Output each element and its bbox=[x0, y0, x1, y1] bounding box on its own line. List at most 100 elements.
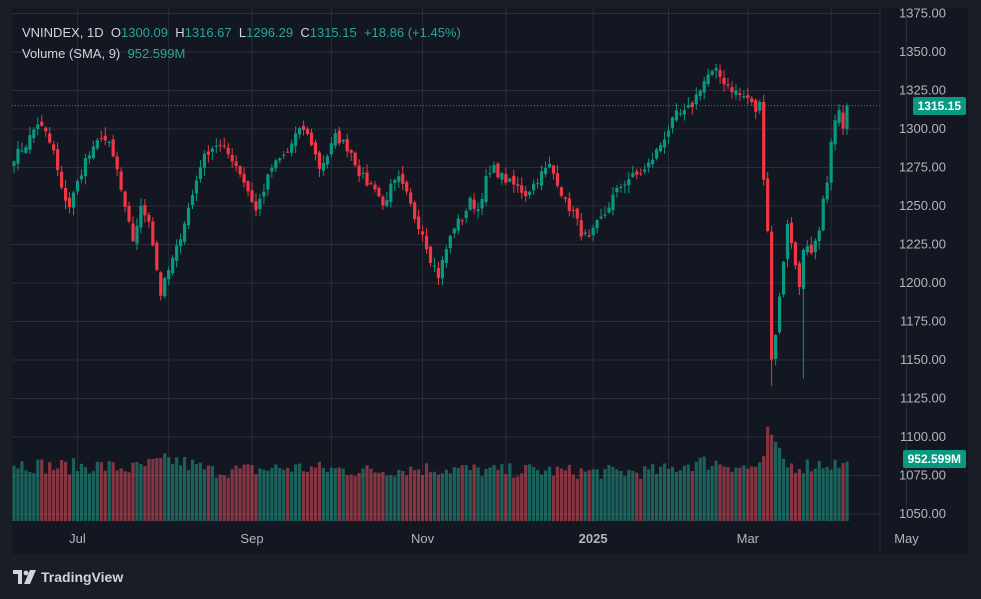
volume-bar bbox=[722, 466, 726, 521]
price-axis: 1375.00 1350.00 1325.00 1300.00 1275.00 1250.… bbox=[899, 6, 946, 522]
candle bbox=[456, 214, 460, 235]
volume-bar bbox=[682, 465, 686, 521]
candle bbox=[194, 175, 199, 201]
candle bbox=[317, 150, 322, 178]
candle bbox=[159, 271, 163, 301]
candle bbox=[337, 126, 341, 146]
tradingview-logo[interactable]: TradingView bbox=[13, 569, 123, 585]
candle-body bbox=[147, 214, 151, 222]
candle-body bbox=[329, 143, 333, 155]
candle-body bbox=[738, 93, 742, 95]
candle-body bbox=[409, 192, 413, 204]
volume-bar bbox=[63, 461, 68, 521]
volume-bar bbox=[492, 465, 496, 521]
volume-bar bbox=[627, 469, 631, 521]
candle bbox=[623, 180, 627, 194]
candle bbox=[230, 148, 234, 168]
candle-body bbox=[305, 128, 310, 135]
candle-body bbox=[742, 96, 746, 98]
candle-body bbox=[444, 249, 448, 263]
time-tick-label: Nov bbox=[411, 531, 435, 546]
volume-bar bbox=[532, 467, 536, 521]
candle bbox=[87, 151, 91, 164]
candle-body bbox=[833, 120, 837, 145]
volume-bar bbox=[567, 464, 571, 521]
candle bbox=[801, 248, 805, 379]
legend-interval[interactable]: 1D bbox=[87, 25, 104, 40]
candle bbox=[460, 218, 464, 226]
candle-body bbox=[298, 128, 302, 135]
candle-body bbox=[424, 235, 429, 250]
volume-bar bbox=[44, 473, 48, 521]
volume-bar bbox=[424, 463, 429, 521]
candle-body bbox=[512, 175, 516, 185]
candle bbox=[171, 255, 175, 276]
candle-body bbox=[448, 235, 452, 249]
candle bbox=[393, 178, 397, 191]
candle-body bbox=[837, 109, 841, 124]
candle bbox=[24, 144, 28, 154]
volume-bar bbox=[551, 475, 556, 521]
candle-body bbox=[103, 135, 107, 141]
volume-bar bbox=[123, 471, 127, 521]
volume-bar bbox=[845, 461, 849, 521]
candle-body bbox=[777, 296, 782, 333]
candle bbox=[79, 169, 84, 184]
candle-body bbox=[603, 214, 607, 216]
candle bbox=[793, 241, 798, 270]
legend-high-value: 1316.67 bbox=[184, 25, 232, 40]
candle bbox=[234, 155, 238, 172]
candle-body bbox=[583, 232, 587, 234]
tradingview-logo-icon bbox=[13, 570, 36, 584]
volume-bar bbox=[242, 464, 246, 521]
candle-body bbox=[750, 98, 754, 102]
candle bbox=[270, 164, 274, 178]
candle bbox=[635, 168, 639, 180]
candle-body bbox=[111, 139, 115, 157]
volume-bars bbox=[12, 426, 849, 521]
candle bbox=[532, 179, 536, 196]
volume-bar bbox=[155, 458, 159, 521]
candle-body bbox=[186, 207, 191, 226]
volume-bar bbox=[520, 473, 524, 521]
legend-symbol[interactable]: VNINDEX bbox=[22, 25, 80, 40]
volume-bar bbox=[99, 462, 103, 521]
candle-body bbox=[167, 270, 171, 280]
candle-body bbox=[825, 182, 829, 200]
candle bbox=[611, 187, 615, 216]
candle bbox=[413, 200, 417, 223]
candle bbox=[738, 87, 742, 102]
volume-legend-title[interactable]: Volume (SMA, 9) bbox=[22, 46, 121, 61]
candle bbox=[472, 193, 476, 214]
volume-bar bbox=[135, 461, 139, 521]
candle bbox=[175, 239, 179, 268]
candle-body bbox=[349, 150, 353, 153]
candle-body bbox=[226, 147, 230, 155]
volume-bar bbox=[234, 465, 238, 521]
candle bbox=[750, 95, 754, 106]
candle bbox=[325, 154, 329, 169]
candle-body bbox=[159, 272, 163, 296]
candle bbox=[714, 63, 718, 79]
volume-bar bbox=[246, 464, 250, 521]
volume-bar bbox=[282, 469, 286, 521]
candle-body bbox=[508, 178, 512, 182]
candle-body bbox=[294, 133, 298, 147]
candle bbox=[48, 126, 52, 144]
volume-bar bbox=[258, 468, 262, 521]
volume-bar bbox=[325, 471, 329, 521]
volume-bar bbox=[797, 468, 801, 521]
candle-body bbox=[309, 132, 314, 146]
candle-body bbox=[615, 187, 619, 193]
candle bbox=[845, 103, 849, 135]
volume-bar bbox=[615, 469, 619, 521]
volume-bar bbox=[381, 471, 385, 521]
candle bbox=[651, 152, 655, 168]
candle-body bbox=[829, 141, 833, 183]
price-tick-label: 1350.00 bbox=[899, 44, 946, 59]
volume-bar bbox=[79, 463, 84, 521]
candle bbox=[258, 193, 262, 217]
volume-bar bbox=[262, 469, 266, 521]
candle bbox=[182, 221, 187, 245]
